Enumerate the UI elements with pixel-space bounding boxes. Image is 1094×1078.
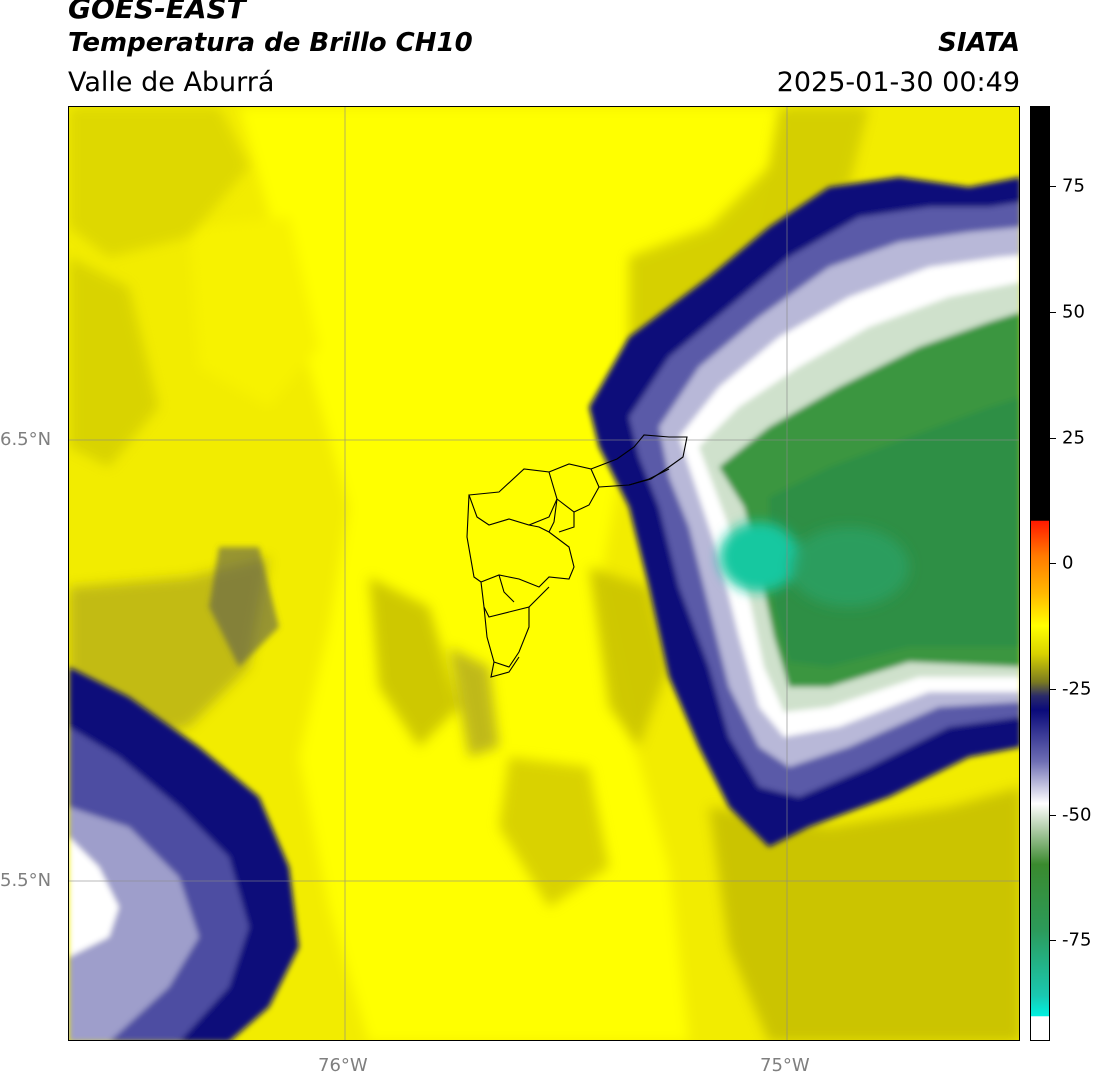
lon-label-76w: 76°W bbox=[318, 1055, 368, 1076]
colorbar-tick-mark bbox=[1050, 814, 1056, 816]
lat-label-5-5: 5.5°N bbox=[0, 870, 52, 891]
lon-label-75w: 75°W bbox=[760, 1055, 810, 1076]
municipal-boundaries bbox=[466, 434, 688, 678]
colorbar-tick-mark bbox=[1050, 437, 1056, 439]
colorbar-tick-mark bbox=[1050, 689, 1056, 691]
colorbar-tick-label: -75 bbox=[1062, 929, 1092, 951]
map-canvas bbox=[69, 107, 1019, 1040]
cold-core-teal bbox=[719, 522, 909, 607]
eastern-convective-cloud bbox=[589, 177, 1019, 847]
colorbar-gradient bbox=[1031, 107, 1049, 1040]
gridlines bbox=[69, 107, 1019, 1040]
agency-label: SIATA bbox=[938, 28, 1020, 58]
brightness-temperature-map[interactable] bbox=[68, 106, 1020, 1041]
colorbar bbox=[1030, 106, 1050, 1041]
lat-label-6-5: 6.5°N bbox=[0, 429, 52, 450]
colorbar-tick-label: -25 bbox=[1062, 678, 1092, 700]
datetime-label: 2025-01-30 00:49 bbox=[776, 67, 1020, 98]
region-subtitle: Valle de Aburrá bbox=[68, 67, 275, 98]
colorbar-tick-label: -50 bbox=[1062, 804, 1092, 826]
colorbar-tick-label: 0 bbox=[1062, 552, 1074, 574]
satellite-title: GOES-EAST bbox=[68, 0, 246, 25]
colorbar-tick-mark bbox=[1050, 940, 1056, 942]
southwest-convective-cloud bbox=[69, 547, 299, 1040]
colorbar-tick-label: 25 bbox=[1062, 427, 1085, 449]
colorbar-tick-label: 50 bbox=[1062, 301, 1085, 323]
colorbar-tick-mark bbox=[1050, 563, 1056, 565]
colorbar-tick-mark bbox=[1050, 312, 1056, 314]
product-title: Temperatura de Brillo CH10 bbox=[68, 28, 473, 58]
colorbar-tick-label: 75 bbox=[1062, 175, 1085, 197]
colorbar-tick-mark bbox=[1050, 186, 1056, 188]
